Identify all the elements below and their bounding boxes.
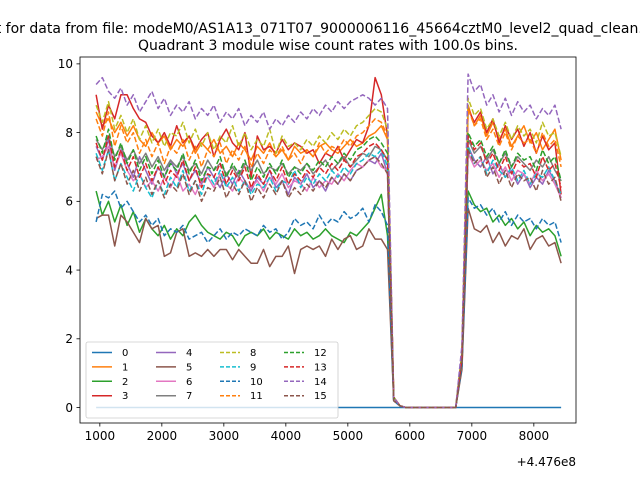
series-line-1: [95, 104, 562, 409]
legend-label-4: 4: [186, 348, 192, 359]
series-line-8: [95, 97, 562, 409]
legend-label-10: 10: [250, 377, 263, 388]
legend-label-5: 5: [186, 362, 192, 373]
legend-box: [85, 341, 339, 419]
series-line-13: [95, 135, 562, 409]
series-line-14: [95, 73, 562, 409]
x-tick-label: 2000: [147, 429, 178, 443]
x-tick-label: 7000: [457, 429, 488, 443]
legend-label-13: 13: [314, 362, 327, 373]
y-tick-label: 10: [58, 57, 73, 71]
series-line-5: [95, 207, 562, 409]
y-tick-label: 4: [65, 263, 73, 277]
legend-label-3: 3: [122, 391, 128, 402]
legend-label-0: 0: [122, 348, 128, 359]
legend-label-1: 1: [122, 362, 128, 373]
series-line-10: [95, 190, 562, 409]
legend-label-11: 11: [250, 391, 263, 402]
series-line-3: [95, 76, 562, 409]
x-tick-label: 4000: [271, 429, 302, 443]
series-line-2: [95, 190, 562, 409]
series-line-11: [95, 107, 562, 409]
axes-frame: [79, 56, 577, 424]
legend-label-7: 7: [186, 391, 192, 402]
x-tick-label: 6000: [395, 429, 426, 443]
x-tick-label: 3000: [209, 429, 240, 443]
y-tick-label: 2: [65, 332, 73, 346]
series-line-12: [95, 128, 562, 409]
series-line-15: [95, 149, 562, 409]
series-line-7: [95, 135, 562, 409]
legend-label-15: 15: [314, 391, 327, 402]
x-axis-offset-label: +4.476e8: [517, 455, 576, 469]
legend-label-2: 2: [122, 377, 128, 388]
legend-label-14: 14: [314, 377, 327, 388]
plot-area: [95, 73, 562, 409]
x-tick-label: 5000: [333, 429, 364, 443]
x-tick-label: 1000: [85, 429, 116, 443]
legend-label-8: 8: [250, 348, 256, 359]
figure-suptitle: Plot for data from file: modeM0/AS1A13_0…: [0, 21, 640, 37]
y-tick-label: 8: [65, 126, 73, 140]
legend-label-12: 12: [314, 348, 327, 359]
series-lines: [95, 73, 562, 409]
x-tick-label: 8000: [519, 429, 550, 443]
legend-label-9: 9: [250, 362, 256, 373]
legend-label-6: 6: [186, 377, 192, 388]
y-tick-label: 6: [65, 195, 73, 209]
chart-title: Quadrant 3 module wise count rates with …: [138, 38, 518, 54]
y-tick-label: 0: [65, 401, 73, 415]
